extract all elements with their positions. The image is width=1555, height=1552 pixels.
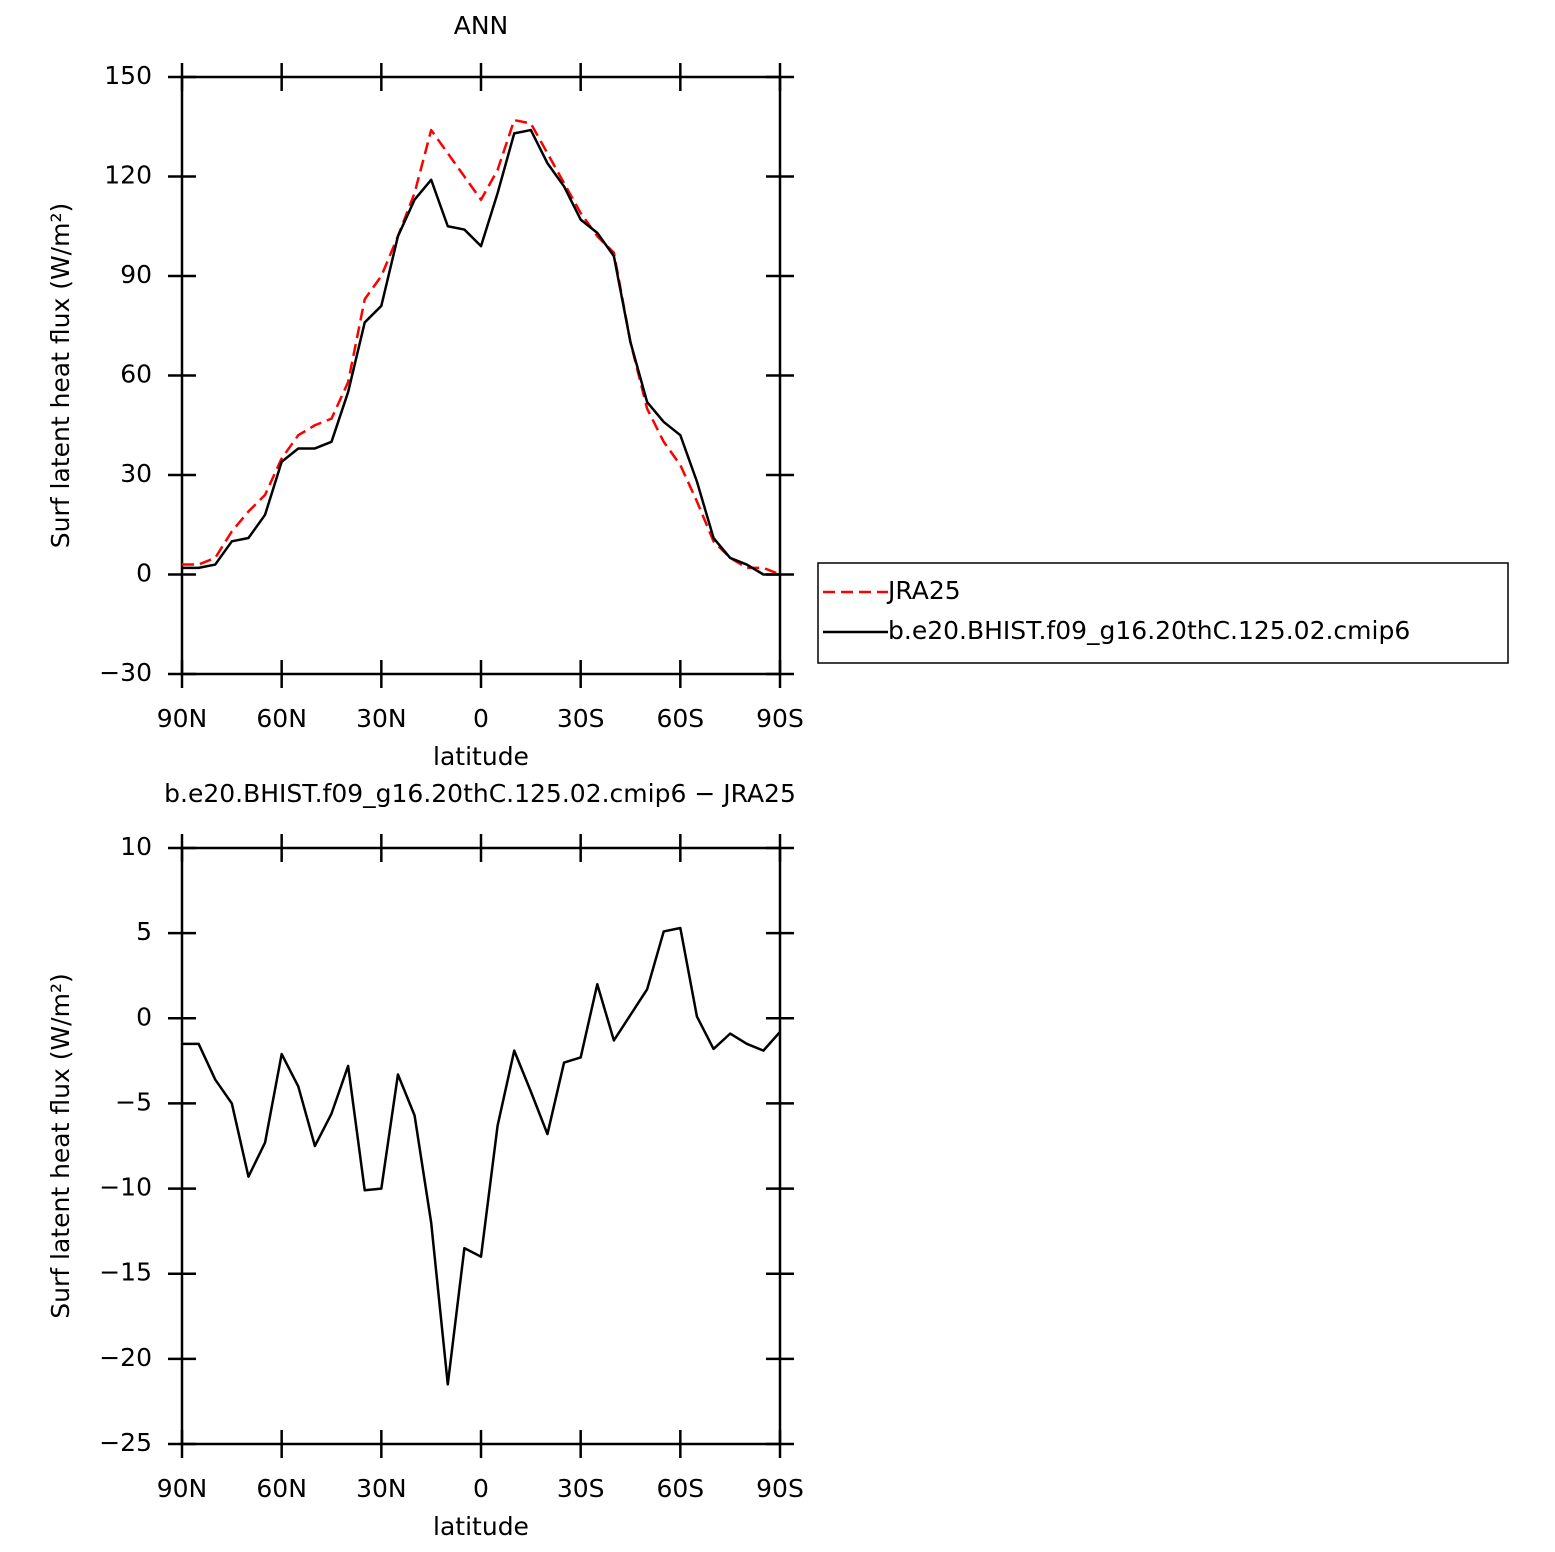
- data-line: [182, 926, 781, 1386]
- y-tick-label: 60: [120, 360, 152, 389]
- x-tick-label: 30S: [557, 704, 605, 733]
- y-tick-label: 120: [104, 161, 152, 190]
- x-tick-label: 90N: [157, 704, 208, 733]
- x-tick-label: 60S: [656, 1474, 704, 1503]
- x-tick-label: 60N: [256, 704, 307, 733]
- x-tick-label: 0: [473, 1474, 489, 1503]
- chart-title: ANN: [454, 11, 509, 40]
- y-axis-label: Surf latent heat flux (W/m²): [46, 203, 75, 548]
- x-tick-label: 60N: [256, 1474, 307, 1503]
- x-axis-label: latitude: [433, 1512, 529, 1541]
- data-line: [182, 118, 781, 576]
- y-tick-label: 90: [120, 260, 152, 289]
- y-tick-label: 150: [104, 61, 152, 90]
- plot-frame: [180, 75, 782, 676]
- y-axis-label: Surf latent heat flux (W/m²): [46, 973, 75, 1318]
- x-tick-label: 60S: [656, 704, 704, 733]
- y-tick-label: 30: [120, 459, 152, 488]
- x-tick-label: 90N: [157, 1474, 208, 1503]
- x-tick-label: 90S: [756, 704, 804, 733]
- y-tick-label: 5: [136, 917, 152, 946]
- chart-title: b.e20.BHIST.f09_g16.20thC.125.02.cmip6 −…: [164, 779, 796, 808]
- y-tick-label: −25: [99, 1428, 152, 1457]
- x-tick-label: 30N: [356, 1474, 407, 1503]
- y-tick-label: −15: [99, 1258, 152, 1287]
- legend-label: b.e20.BHIST.f09_g16.20thC.125.02.cmip6: [888, 616, 1410, 645]
- y-tick-label: −20: [99, 1343, 152, 1372]
- y-tick-label: 0: [136, 559, 152, 588]
- y-tick-label: −30: [99, 658, 152, 687]
- x-tick-label: 90S: [756, 1474, 804, 1503]
- x-tick-label: 30S: [557, 1474, 605, 1503]
- y-tick-label: −5: [115, 1087, 152, 1116]
- legend-label: JRA25: [886, 576, 961, 605]
- legend-box: [817, 562, 1509, 664]
- data-line: [182, 128, 780, 576]
- x-tick-label: 0: [473, 704, 489, 733]
- x-axis-label: latitude: [433, 742, 529, 771]
- x-tick-label: 30N: [356, 704, 407, 733]
- plot-frame: [180, 846, 782, 1446]
- y-tick-label: 10: [120, 832, 152, 861]
- y-tick-label: 0: [136, 1002, 152, 1031]
- y-tick-label: −10: [99, 1173, 152, 1202]
